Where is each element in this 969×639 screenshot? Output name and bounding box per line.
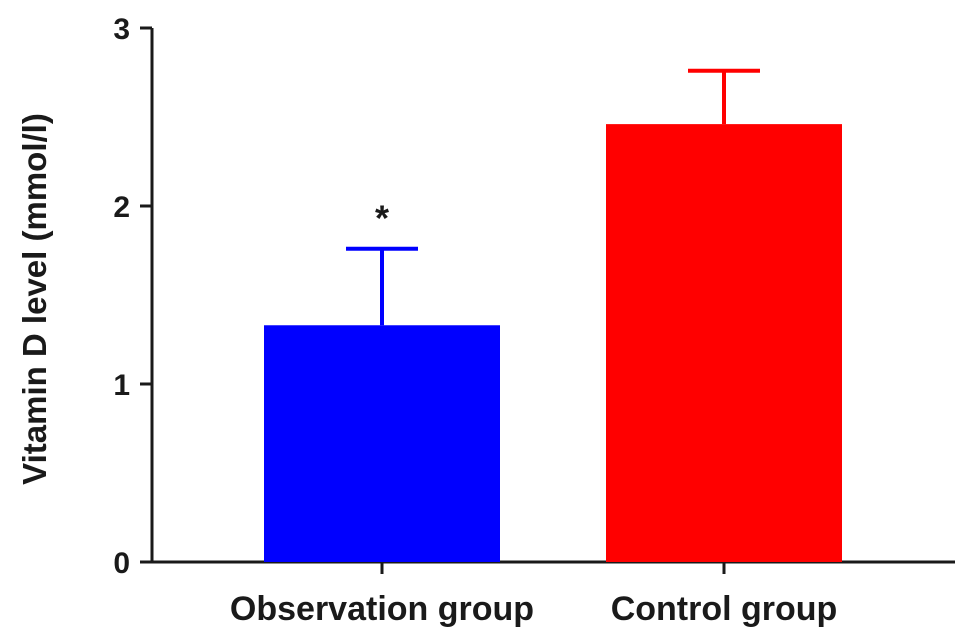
bar — [606, 124, 842, 563]
y-tick-label: 3 — [113, 13, 130, 46]
significance-annotation: * — [375, 198, 389, 239]
x-tick-label: Observation group — [230, 590, 534, 628]
y-tick-label: 1 — [113, 369, 130, 402]
y-tick-label: 0 — [113, 547, 130, 580]
y-tick-label: 2 — [113, 191, 130, 224]
x-ticks: Observation group Control group — [230, 562, 837, 628]
x-tick-label: Control group — [611, 590, 838, 628]
y-ticks: 0 1 2 3 — [113, 13, 152, 580]
bars: * — [264, 68, 842, 563]
y-axis-title: Vitamin D level (mmol/l) — [16, 113, 53, 485]
bar — [264, 325, 500, 562]
